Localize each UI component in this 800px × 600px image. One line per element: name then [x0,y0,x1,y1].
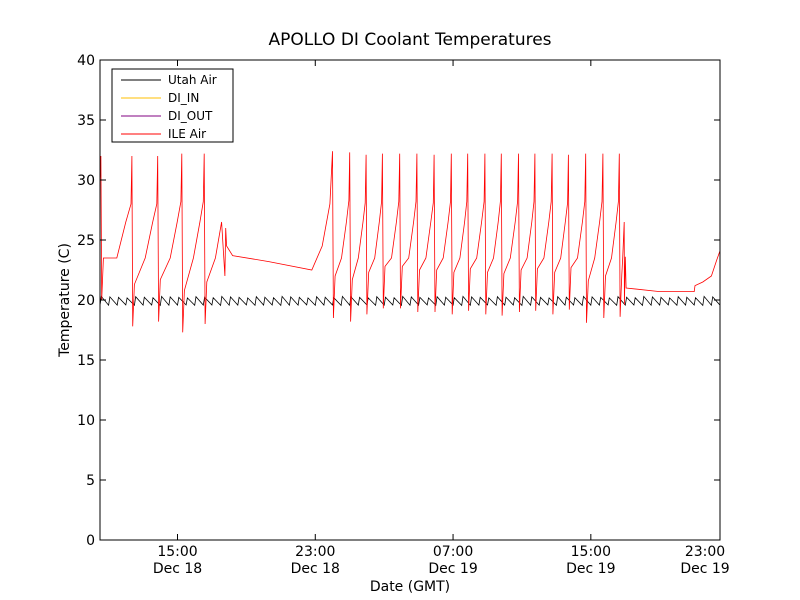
x-tick-label-date: Dec 18 [153,561,202,577]
legend-label-di-out: DI_OUT [168,109,213,123]
chart-title: APOLLO DI Coolant Temperatures [268,30,551,50]
x-tick-label-date: Dec 18 [291,561,340,577]
x-tick-label-time: 15:00 [157,544,197,560]
legend-label-ile-air: ILE Air [168,127,206,141]
y-tick-label: 15 [77,353,95,369]
x-tick-label-date: Dec 19 [680,561,729,577]
y-tick-label: 20 [77,293,95,309]
y-tick-label: 25 [77,233,95,249]
x-tick-label-time: 07:00 [433,544,473,560]
y-tick-label: 40 [77,53,95,69]
x-axis-label: Date (GMT) [370,579,450,595]
y-tick-label: 30 [77,173,95,189]
series-line-ile-air [100,151,720,333]
legend-label-di-in: DI_IN [168,91,199,105]
x-tick-label-date: Dec 19 [566,561,615,577]
x-tick-label-time: 15:00 [571,544,611,560]
y-axis-label: Temperature (C) [57,243,73,358]
x-tick-label-time: 23:00 [295,544,335,560]
x-tick-label-time: 23:00 [685,544,725,560]
y-tick-label: 5 [86,473,95,489]
y-tick-label: 0 [86,533,95,549]
legend-label-utah-air: Utah Air [168,73,217,87]
series-group [100,151,720,333]
series-line-utah-air [100,295,720,307]
y-tick-label: 35 [77,113,95,129]
y-tick-label: 10 [77,413,95,429]
legend: Utah Air DI_IN DI_OUT ILE Air [111,68,234,143]
x-tick-label-date: Dec 19 [428,561,477,577]
legend-box [111,68,234,143]
